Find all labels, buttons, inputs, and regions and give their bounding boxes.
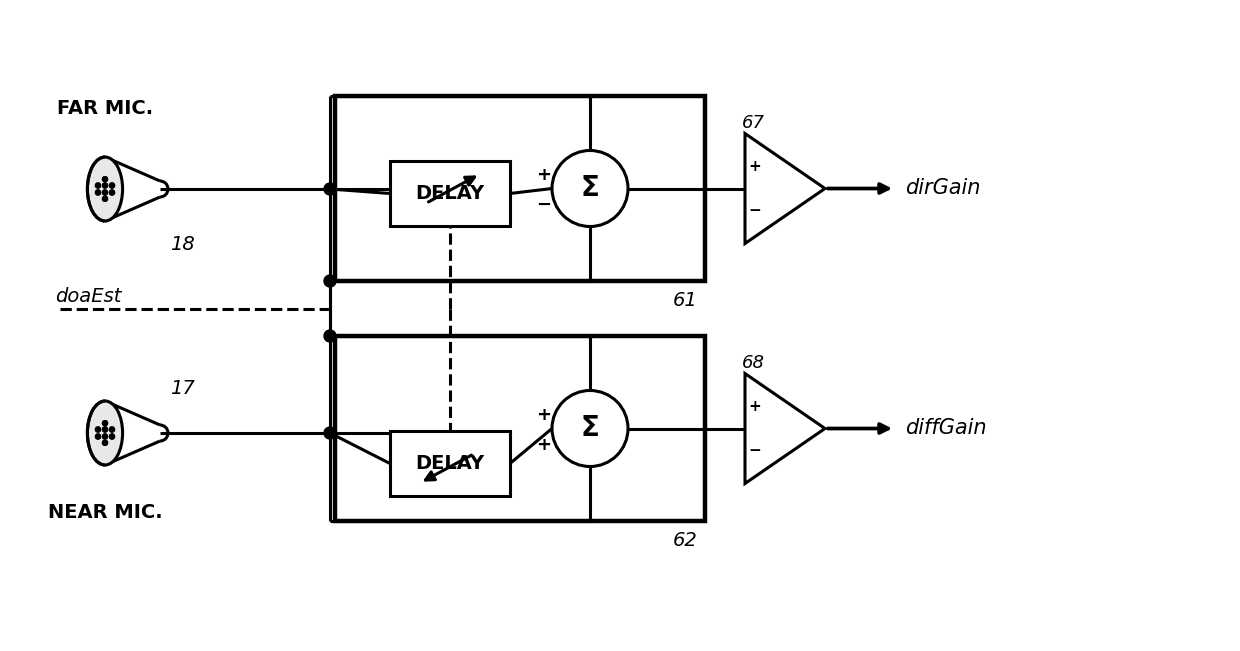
Circle shape <box>103 176 108 182</box>
Text: 18: 18 <box>170 234 195 253</box>
Text: +: + <box>537 406 552 424</box>
Circle shape <box>324 330 336 342</box>
Text: +: + <box>537 436 552 454</box>
Circle shape <box>95 183 100 188</box>
Polygon shape <box>745 374 825 484</box>
Text: doaEst: doaEst <box>55 287 122 306</box>
Text: −: − <box>749 203 761 218</box>
Circle shape <box>324 427 336 439</box>
Circle shape <box>324 183 336 195</box>
Circle shape <box>103 421 108 426</box>
Circle shape <box>103 183 108 188</box>
Text: diffGain: diffGain <box>905 419 987 439</box>
Text: +: + <box>749 159 761 174</box>
Circle shape <box>95 183 100 188</box>
Text: NEAR MIC.: NEAR MIC. <box>47 503 162 523</box>
Circle shape <box>109 434 114 439</box>
Circle shape <box>109 190 114 195</box>
Circle shape <box>95 190 100 195</box>
Bar <box>391 161 510 226</box>
Bar <box>335 336 706 521</box>
Circle shape <box>552 150 627 227</box>
Text: −: − <box>537 195 552 214</box>
Circle shape <box>109 183 114 188</box>
Circle shape <box>109 434 114 439</box>
Circle shape <box>103 183 108 188</box>
Text: 67: 67 <box>742 115 765 133</box>
Circle shape <box>95 434 100 439</box>
Circle shape <box>103 190 108 195</box>
Text: dirGain: dirGain <box>905 178 981 199</box>
Text: DELAY: DELAY <box>415 454 485 473</box>
Bar <box>335 96 706 281</box>
Circle shape <box>109 427 114 432</box>
Bar <box>391 431 510 496</box>
Circle shape <box>103 434 108 439</box>
Circle shape <box>109 183 114 188</box>
Circle shape <box>103 427 108 432</box>
Circle shape <box>109 427 114 432</box>
Text: 62: 62 <box>672 531 697 551</box>
Text: 17: 17 <box>170 378 195 398</box>
Text: DELAY: DELAY <box>415 184 485 203</box>
Circle shape <box>95 427 100 432</box>
Text: 68: 68 <box>742 355 765 372</box>
Ellipse shape <box>87 401 123 465</box>
Circle shape <box>95 434 100 439</box>
Circle shape <box>103 421 108 426</box>
Circle shape <box>324 275 336 287</box>
Circle shape <box>103 176 108 182</box>
Text: Σ: Σ <box>580 415 599 443</box>
Text: −: − <box>749 443 761 458</box>
Circle shape <box>103 197 108 201</box>
Circle shape <box>103 197 108 201</box>
Circle shape <box>552 391 627 467</box>
Circle shape <box>95 427 100 432</box>
Text: FAR MIC.: FAR MIC. <box>57 100 153 118</box>
Circle shape <box>103 434 108 439</box>
Circle shape <box>103 190 108 195</box>
Text: +: + <box>537 167 552 184</box>
Circle shape <box>103 440 108 445</box>
Circle shape <box>103 427 108 432</box>
Ellipse shape <box>87 157 123 221</box>
Polygon shape <box>745 133 825 243</box>
Circle shape <box>95 190 100 195</box>
Text: 61: 61 <box>672 292 697 311</box>
Circle shape <box>103 440 108 445</box>
Text: +: + <box>749 399 761 414</box>
Text: Σ: Σ <box>580 174 599 202</box>
Circle shape <box>109 190 114 195</box>
